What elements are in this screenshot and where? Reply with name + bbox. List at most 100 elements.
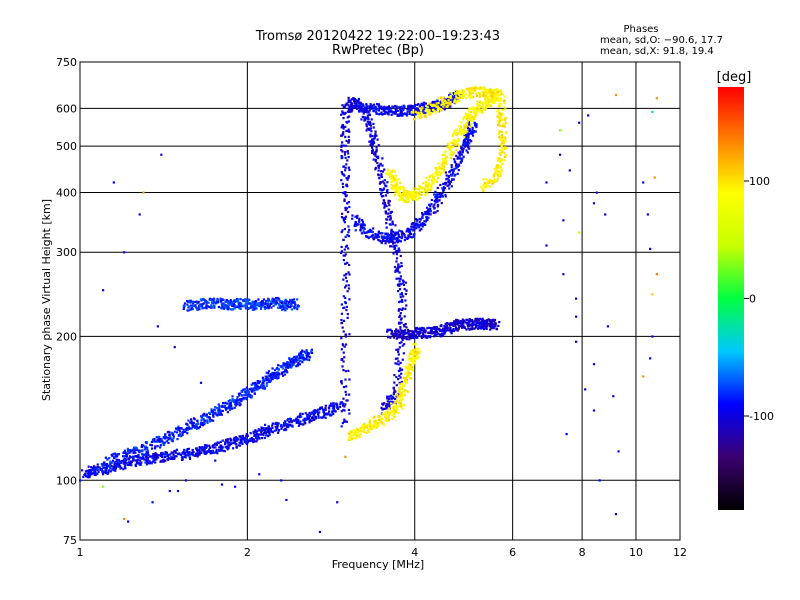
data-point <box>172 437 175 440</box>
data-point <box>235 399 238 402</box>
data-point <box>254 433 257 437</box>
data-point <box>409 376 412 380</box>
data-point <box>368 121 372 124</box>
data-point <box>393 234 396 237</box>
data-point <box>374 152 377 156</box>
data-point <box>330 413 333 416</box>
data-point <box>339 405 342 408</box>
data-point <box>156 454 159 457</box>
data-point <box>195 427 198 430</box>
data-point <box>262 298 265 301</box>
data-point <box>340 380 343 383</box>
data-point <box>262 385 265 388</box>
data-point <box>493 101 497 104</box>
data-point <box>366 424 369 427</box>
data-point <box>419 196 422 200</box>
data-point <box>176 428 179 431</box>
data-point <box>112 469 115 472</box>
data-point <box>255 436 258 440</box>
data-point <box>412 336 416 340</box>
data-point <box>134 464 137 468</box>
data-point <box>248 302 251 305</box>
data-point <box>482 325 485 328</box>
data-point <box>312 417 315 420</box>
data-point <box>197 453 200 457</box>
data-point <box>246 434 249 437</box>
data-point <box>180 455 184 459</box>
data-point <box>247 394 250 397</box>
data-point <box>213 306 216 309</box>
data-point <box>231 304 234 307</box>
data-point <box>393 247 396 250</box>
data-point <box>467 322 470 325</box>
data-point <box>333 405 336 408</box>
data-point <box>345 393 348 396</box>
data-point <box>280 302 283 305</box>
data-point <box>275 297 278 300</box>
data-point <box>243 393 246 397</box>
data-point <box>412 335 416 339</box>
data-point <box>383 201 387 204</box>
data-point <box>460 133 463 136</box>
data-point <box>115 462 118 466</box>
data-point <box>358 428 361 432</box>
data-point <box>455 323 459 326</box>
data-point <box>452 328 455 331</box>
data-point <box>488 180 491 183</box>
data-point <box>376 161 379 165</box>
data-point <box>135 448 138 451</box>
data-point <box>500 158 503 161</box>
data-point <box>436 107 439 110</box>
data-point <box>409 235 412 239</box>
data-point <box>345 207 349 210</box>
data-point <box>414 197 417 200</box>
data-point <box>193 426 196 429</box>
data-point <box>649 357 652 360</box>
data-point <box>178 430 182 433</box>
data-point <box>162 460 165 463</box>
data-point <box>286 305 289 308</box>
data-point <box>502 122 505 125</box>
data-point <box>410 350 413 353</box>
data-point <box>235 439 238 442</box>
data-point <box>217 403 220 406</box>
data-point <box>487 96 490 99</box>
data-point <box>409 334 412 338</box>
data-point <box>389 177 392 180</box>
data-point <box>444 193 447 196</box>
data-point <box>501 114 504 117</box>
data-point <box>489 328 492 331</box>
data-point <box>252 387 255 390</box>
data-point <box>246 439 250 442</box>
data-point <box>95 467 98 470</box>
data-point <box>290 364 294 368</box>
data-point <box>172 453 175 456</box>
data-point <box>464 129 468 132</box>
data-point <box>377 109 380 112</box>
data-point <box>467 134 470 138</box>
data-point <box>486 322 489 326</box>
data-point <box>346 290 349 293</box>
data-point <box>336 405 339 408</box>
data-point <box>378 239 381 242</box>
data-point <box>343 192 346 196</box>
data-point <box>565 432 568 436</box>
data-point <box>244 437 247 440</box>
data-point <box>255 385 259 388</box>
data-point <box>251 302 254 306</box>
data-point <box>404 236 407 239</box>
data-point <box>113 461 116 464</box>
data-point <box>435 197 438 200</box>
data-point <box>481 319 484 322</box>
data-point <box>265 379 269 382</box>
data-point <box>144 455 148 458</box>
data-point <box>230 302 233 305</box>
data-point <box>439 324 442 327</box>
data-point <box>341 326 344 329</box>
data-point <box>345 194 348 197</box>
data-point <box>467 327 470 330</box>
data-point <box>357 106 360 109</box>
data-point <box>148 460 151 463</box>
data-point <box>123 251 126 254</box>
data-point <box>171 433 174 436</box>
